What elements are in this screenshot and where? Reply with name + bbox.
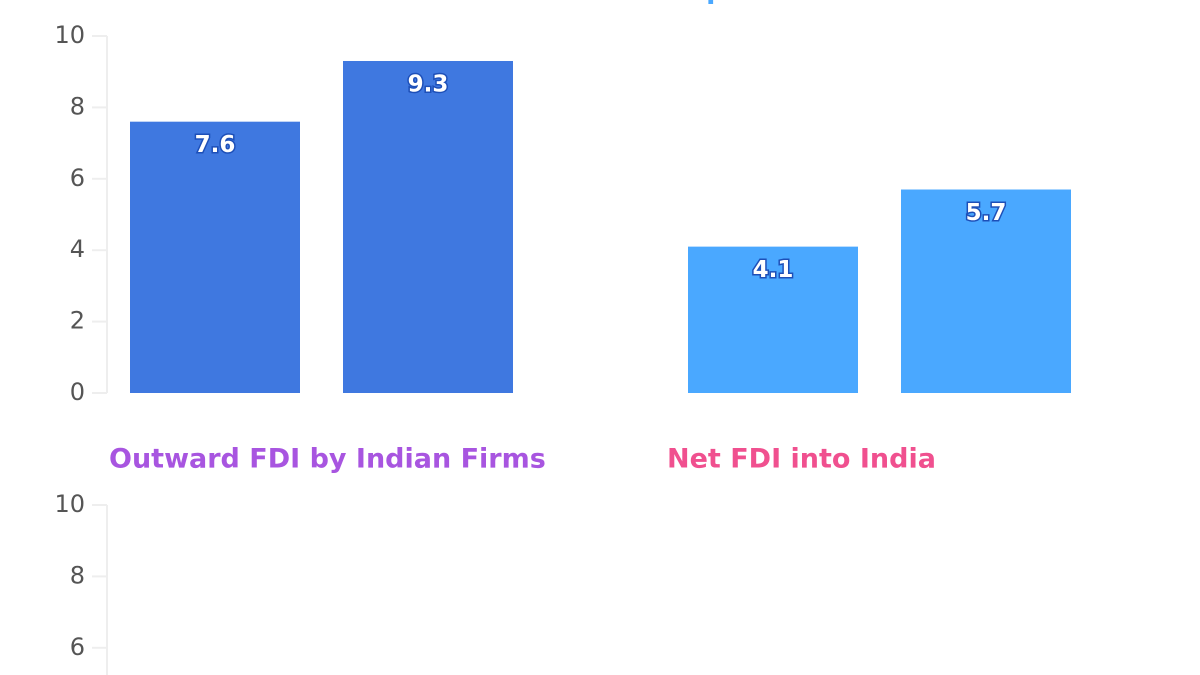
panel-title: Net FDI into India [667,444,936,475]
bar [688,246,858,393]
panel-title: Gross Inflows [109,0,313,6]
y-tick-label: 10 [54,21,85,49]
y-tick-label: 0 [70,378,85,406]
bar [343,60,513,394]
bar [901,189,1071,393]
y-tick-label: 4 [70,235,85,263]
value-label: 9.3 [408,71,449,97]
y-tick-label: 6 [70,164,85,192]
value-label: 5.7 [966,200,1007,226]
y-tick-label: 6 [70,633,85,661]
bar [130,121,300,394]
y-tick-label: 10 [54,490,85,518]
y-tick-label: 8 [70,561,85,589]
value-label: 7.6 [195,132,236,158]
y-tick-label: 8 [70,92,85,120]
panel-title: Repatriation & Disinvestment [667,0,1119,6]
panel-title: Outward FDI by Indian Firms [109,444,546,475]
value-label: 4.1 [753,257,794,283]
y-tick-label: 2 [70,307,85,335]
